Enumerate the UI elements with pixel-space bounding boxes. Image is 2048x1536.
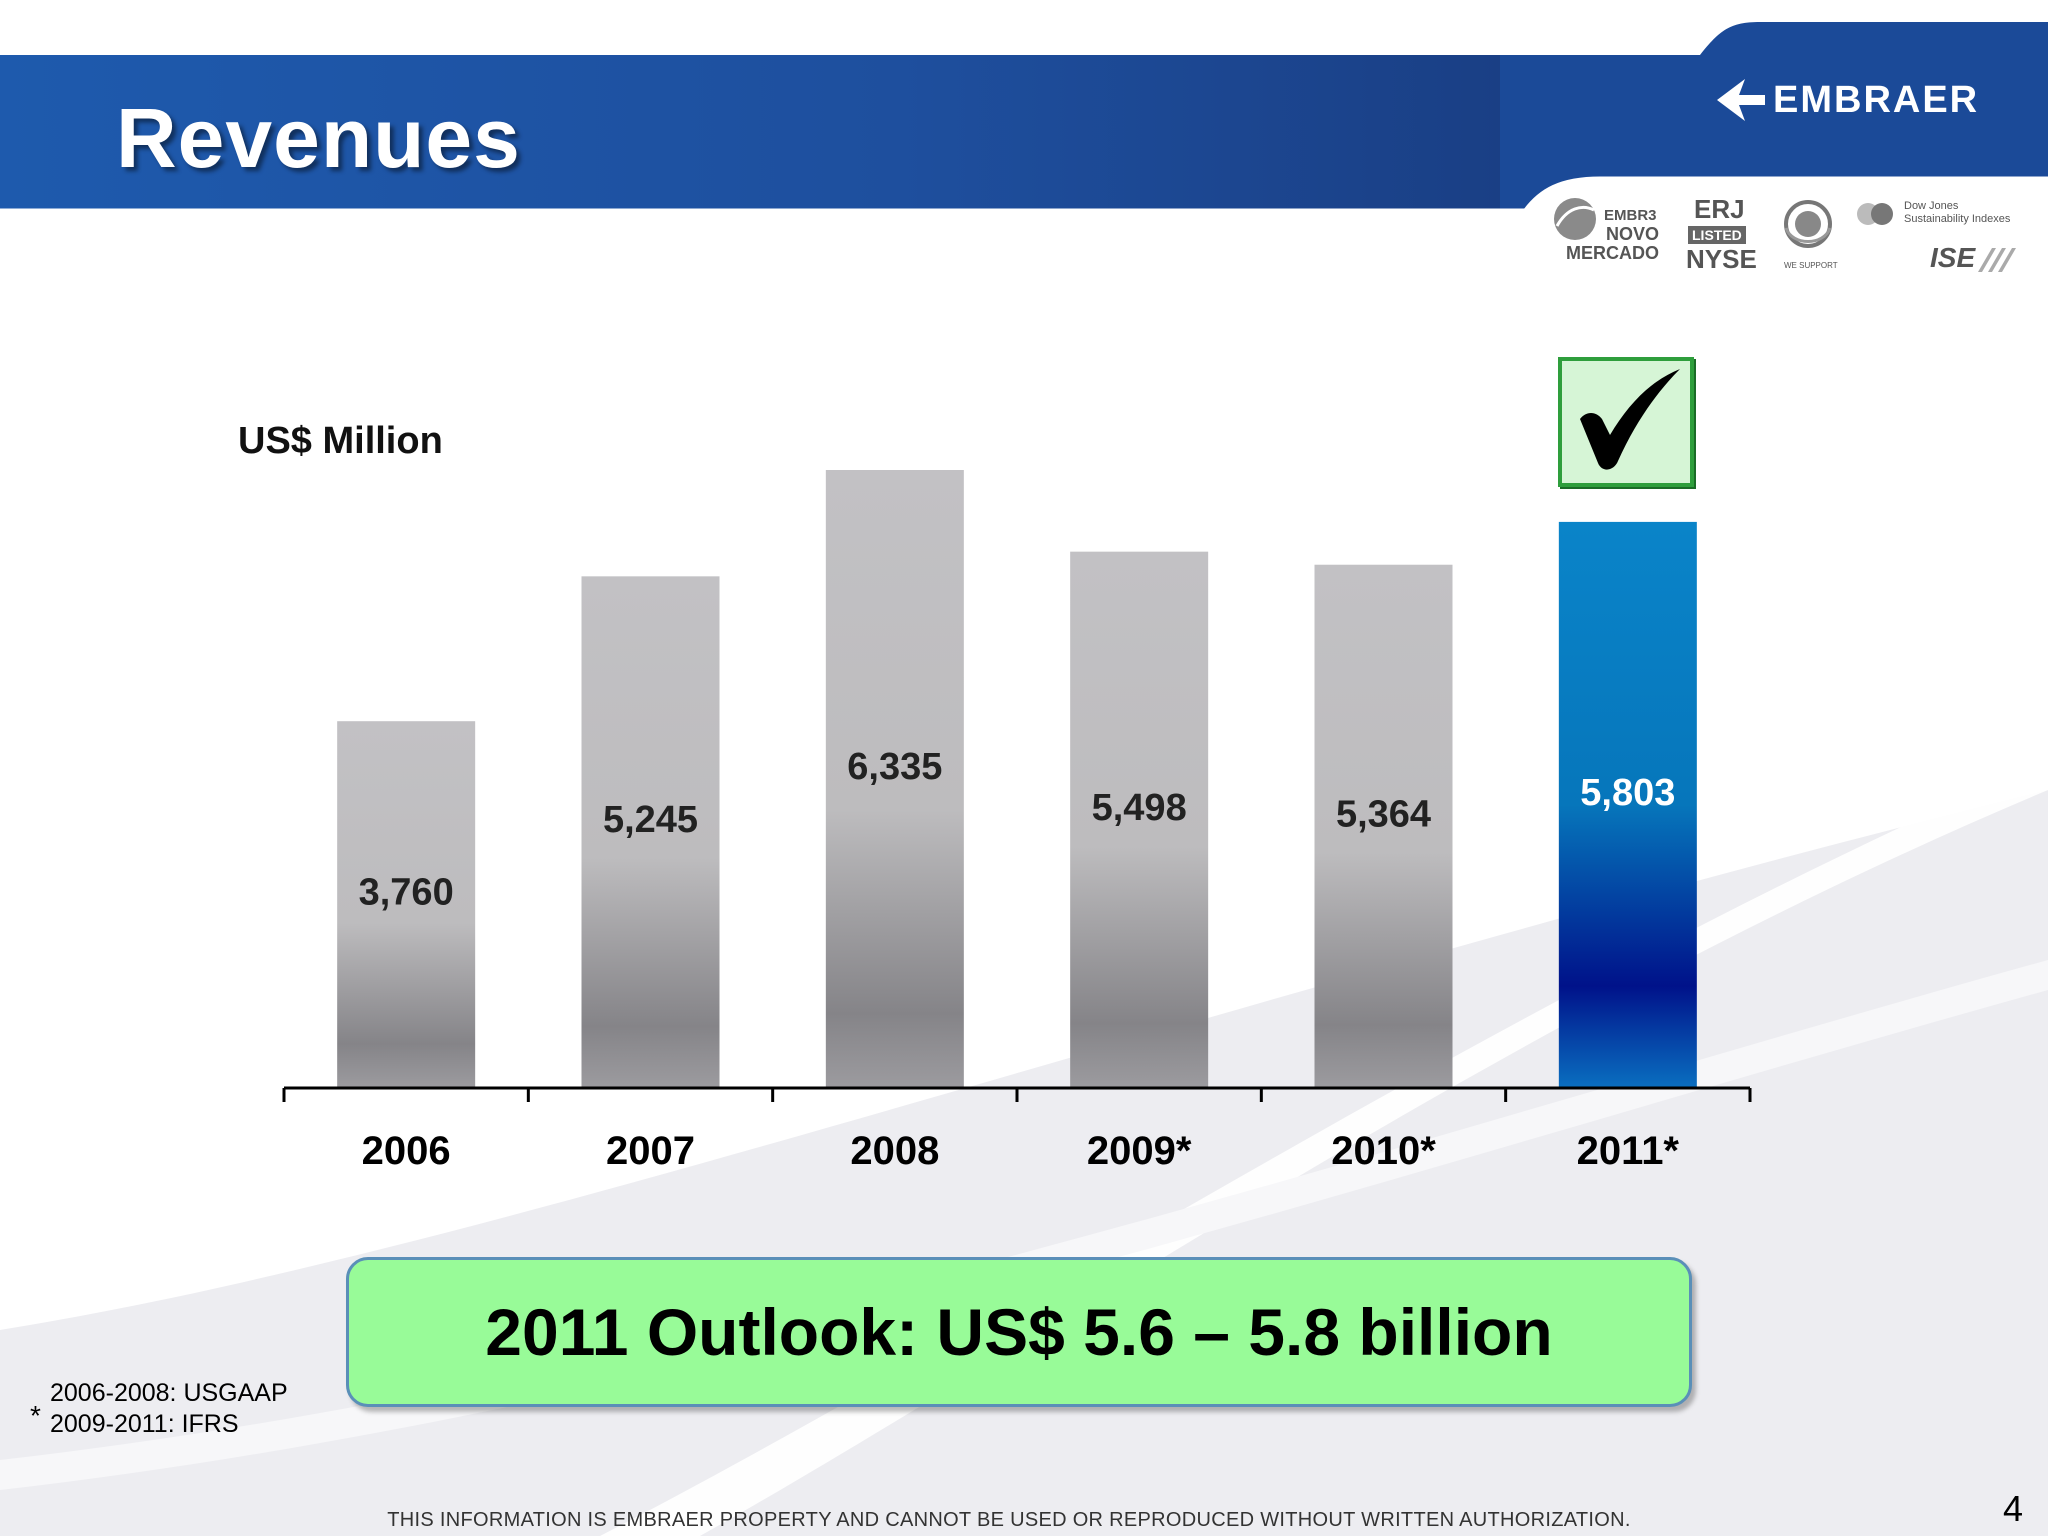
category-label-2011: 2011* — [1577, 1129, 1680, 1173]
ise-text: ISE — [1930, 242, 1976, 273]
nyse-listed: LISTED — [1688, 226, 1746, 244]
dow-jones-icon — [1857, 203, 1893, 225]
footnote-line-1: 2006-2008: USGAAP — [50, 1379, 288, 1407]
bar-2011 — [1558, 521, 1697, 1088]
data-label-2009: 5,498 — [1092, 787, 1187, 829]
novo-mercado-code: EMBR3 — [1604, 207, 1657, 224]
bar-2006 — [337, 721, 476, 1088]
ise-stripes-icon — [1978, 248, 2016, 272]
bar-2009 — [1070, 551, 1209, 1088]
category-label-2009: 2009* — [1087, 1129, 1192, 1173]
slide-title: Revenues — [116, 91, 521, 185]
data-label-2010: 5,364 — [1336, 793, 1431, 835]
data-label-2006: 3,760 — [359, 872, 454, 914]
header-band — [0, 22, 2048, 212]
dow-jones-line2: Sustainability Indexes — [1904, 213, 2011, 225]
page-number: 4 — [2003, 1488, 2024, 1529]
novo-mercado-line1: NOVO — [1606, 224, 1660, 244]
data-label-2011: 5,803 — [1580, 772, 1675, 814]
bar-2007 — [581, 576, 720, 1088]
category-label-2007: 2007 — [606, 1129, 695, 1173]
outlook-box: 2011 Outlook: US$ 5.6 – 5.8 billion — [346, 1257, 1692, 1407]
check-mark-box — [1558, 357, 1694, 487]
outlook-text: 2011 Outlook: US$ 5.6 – 5.8 billion — [485, 1295, 1553, 1369]
global-compact-text: WE SUPPORT — [1784, 261, 1838, 270]
bar-2010 — [1314, 564, 1453, 1088]
novo-mercado-line2: MERCADO — [1566, 243, 1659, 263]
brand-name: EMBRAER — [1773, 78, 1980, 121]
bar-2008 — [825, 470, 964, 1088]
brand-logo: EMBRAER — [1715, 70, 1979, 130]
embraer-arrow-icon — [1717, 79, 1765, 121]
dow-jones-line1: Dow Jones — [1904, 200, 1959, 212]
globe-icon — [1554, 198, 1596, 240]
data-label-2007: 5,245 — [603, 799, 698, 841]
check-mark-icon — [1580, 369, 1680, 470]
footnote-line-2: 2009-2011: IFRS — [50, 1410, 239, 1438]
footnote: * 2006-2008: USGAAP 2009-2011: IFRS — [30, 1378, 288, 1440]
category-label-2010: 2010* — [1331, 1129, 1436, 1173]
unit-label: US$ Million — [238, 420, 443, 462]
category-label-2008: 2008 — [850, 1129, 939, 1173]
footnote-marker: * — [30, 1400, 41, 1431]
category-label-2006: 2006 — [362, 1129, 451, 1173]
nyse-ticker: ERJ — [1694, 194, 1745, 224]
nyse-name: NYSE — [1686, 244, 1757, 274]
globe-icon — [1784, 200, 1832, 248]
disclaimer: THIS INFORMATION IS EMBRAER PROPERTY AND… — [387, 1509, 1631, 1531]
listing-badges: EMBR3 NOVO MERCADO ERJ LISTED NYSE WE SU… — [1548, 192, 2038, 282]
data-label-2008: 6,335 — [847, 746, 942, 788]
